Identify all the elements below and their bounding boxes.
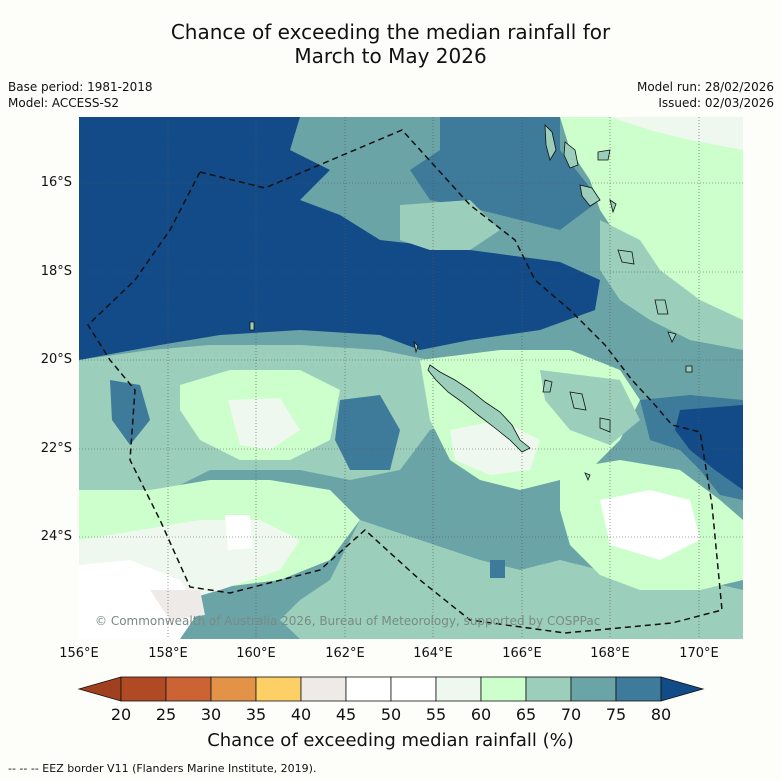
x-tick-label: 160°E [236, 646, 276, 661]
map-title-line2: March to May 2026 [294, 44, 487, 68]
colorbar-tick-label: 25 [155, 705, 177, 724]
graticule [79, 117, 743, 639]
map-title-line1: Chance of exceeding the median rainfall … [170, 20, 611, 44]
eez-border [87, 129, 723, 634]
colorbar-tick-label: 50 [380, 705, 402, 724]
base-period: Base period: 1981-2018 [8, 80, 153, 94]
colorbar-tick-label: 45 [335, 705, 357, 724]
colorbar-segment [390, 676, 437, 702]
colorbar-segment [480, 676, 527, 702]
colorbar-tick-label: 80 [650, 705, 672, 724]
colorbar-segment [615, 676, 662, 702]
colorbar-tick-label: 55 [425, 705, 447, 724]
colorbar-tick-label: 35 [245, 705, 267, 724]
model-name: Model: ACCESS-S2 [8, 96, 120, 110]
x-tick-label: 170°E [679, 646, 719, 661]
copyright-credit: © Commonwealth of Australia 2026, Bureau… [95, 614, 601, 628]
colorbar-label: Chance of exceeding median rainfall (%) [207, 730, 574, 751]
x-tick-label: 168°E [590, 646, 630, 661]
colorbar-tick-label: 20 [110, 705, 132, 724]
x-tick-label: 162°E [325, 646, 365, 661]
colorbar-tick-label: 75 [605, 705, 627, 724]
colorbar-tick-label: 70 [560, 705, 582, 724]
colorbar-segment [210, 676, 257, 702]
colorbar [77, 676, 705, 702]
colorbar-tick-label: 60 [470, 705, 492, 724]
colorbar-segment [300, 676, 347, 702]
colorbar-segment [435, 676, 482, 702]
colorbar-arrow-low [77, 676, 122, 702]
colorbar-tick-label: 65 [515, 705, 537, 724]
issued-date: Issued: 02/03/2026 [658, 96, 774, 110]
x-tick-label: 166°E [502, 646, 542, 661]
colorbar-tick-label: 30 [200, 705, 222, 724]
colorbar-segment [120, 676, 167, 702]
coastlines [249, 123, 693, 482]
y-tick-label: 22°S [40, 441, 72, 456]
eez-legend: -- -- -- EEZ border V11 (Flanders Marine… [8, 762, 317, 775]
colorbar-segment [525, 676, 572, 702]
y-tick-label: 24°S [40, 529, 72, 544]
colorbar-arrow-high [660, 676, 705, 702]
y-tick-label: 20°S [40, 352, 72, 367]
colorbar-segment [255, 676, 302, 702]
rainfall-contours [79, 117, 743, 639]
colorbar-segment [570, 676, 617, 702]
x-tick-label: 164°E [413, 646, 453, 661]
model-run-date: Model run: 28/02/2026 [636, 80, 774, 94]
x-tick-label: 156°E [59, 646, 99, 661]
x-tick-label: 158°E [148, 646, 188, 661]
colorbar-tick-label: 40 [290, 705, 312, 724]
y-tick-label: 16°S [40, 175, 72, 190]
colorbar-segment [345, 676, 392, 702]
y-tick-label: 18°S [40, 264, 72, 279]
colorbar-segment [165, 676, 212, 702]
